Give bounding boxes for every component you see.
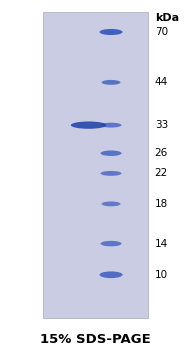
Ellipse shape: [102, 80, 121, 85]
Ellipse shape: [100, 123, 121, 128]
Ellipse shape: [100, 151, 121, 156]
Ellipse shape: [100, 271, 123, 278]
Text: 70: 70: [155, 27, 168, 37]
Ellipse shape: [100, 241, 121, 246]
Ellipse shape: [71, 121, 107, 129]
Text: kDa: kDa: [155, 13, 179, 23]
Text: 44: 44: [155, 77, 168, 87]
Text: 15% SDS-PAGE: 15% SDS-PAGE: [40, 333, 151, 346]
Text: 33: 33: [155, 120, 168, 130]
Ellipse shape: [100, 29, 123, 35]
Text: 22: 22: [155, 168, 168, 178]
Ellipse shape: [102, 202, 121, 206]
Ellipse shape: [100, 171, 121, 176]
Text: 26: 26: [155, 148, 168, 158]
Bar: [43, 12, 148, 318]
Text: 18: 18: [155, 199, 168, 209]
Text: 10: 10: [155, 270, 168, 280]
Text: 14: 14: [155, 239, 168, 248]
